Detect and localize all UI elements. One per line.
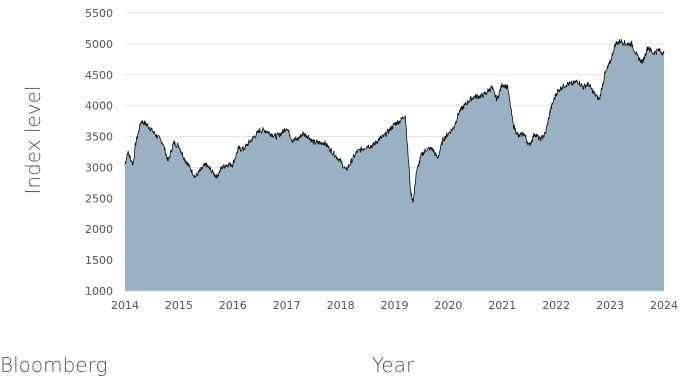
y-tick-label: 4000 [85,100,113,113]
series-line [124,38,665,204]
y-tick-label: 1500 [85,254,113,267]
y-tick-label: 1000 [85,285,113,298]
x-tick-label: 2017 [273,299,301,312]
x-tick-label: 2018 [327,299,355,312]
y-tick-label: 3500 [85,131,113,144]
x-tick-label: 2020 [434,299,462,312]
x-tick-label: 2022 [542,299,570,312]
x-tick-label: 2014 [111,299,139,312]
x-tick-label: 2021 [488,299,516,312]
y-tick-label: 5500 [85,7,113,20]
y-tick-label: 5000 [85,38,113,51]
y-tick-label: 2500 [85,192,113,205]
y-axis-label: Index level [21,86,45,195]
x-axis-label: Year [372,353,415,377]
x-tick-labels: 2014 2015 2016 2017 2018 2019 2020 2021 2022 2023… [111,299,678,312]
y-tick-label: 3000 [85,161,113,174]
source-label: Bloomberg [0,353,107,377]
x-tick-label: 2016 [219,299,247,312]
x-tick-label: 2019 [381,299,409,312]
x-tick-label: 2015 [165,299,193,312]
y-tick-labels: 1000 1500 2000 2500 3000 3500 4000 4500 5000 5500 [85,7,113,298]
y-tick-label: 4500 [85,69,113,82]
x-tick-label: 2024 [650,299,678,312]
y-tick-label: 2000 [85,223,113,236]
x-tick-label: 2023 [596,299,624,312]
series-area [125,39,664,291]
